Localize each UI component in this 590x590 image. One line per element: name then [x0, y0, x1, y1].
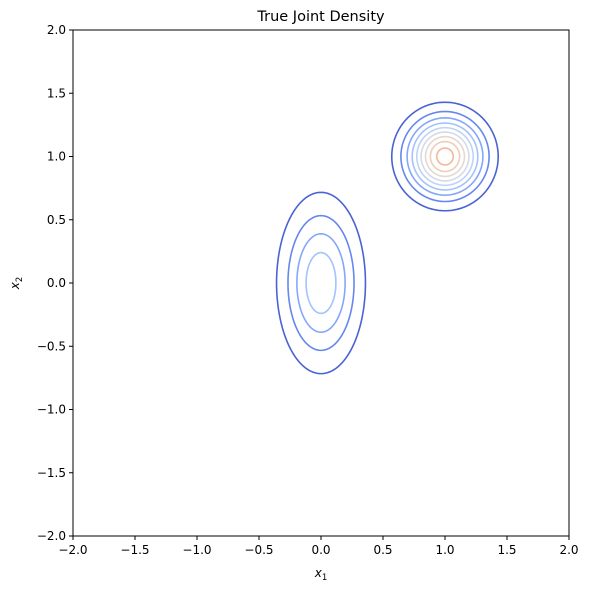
y-tick-label: 2.0 [47, 23, 66, 37]
x-tick-label: 0.0 [311, 543, 330, 557]
x-tick-label: 1.0 [435, 543, 454, 557]
y-axis-label-main: x [8, 281, 22, 290]
y-axis-ticks: −2.0 −1.5 −1.0 −0.5 0.0 0.5 1.0 1.5 2.0 [37, 23, 73, 543]
contour-level-line [435, 147, 455, 166]
contour-level-line [287, 110, 490, 352]
y-axis-label: x2 [8, 277, 25, 291]
x-axis-label-main: x [314, 566, 323, 580]
plot-frame [72, 29, 570, 537]
x-axis-ticks: −2.0 −1.5 −1.0 −0.5 0.0 0.5 1.0 1.5 2.0 [58, 536, 579, 557]
contour-level-line [275, 101, 499, 375]
x-tick-label: 1.5 [497, 543, 516, 557]
y-tick-label: 0.5 [47, 213, 66, 227]
x-axis-label-sub: 1 [322, 573, 327, 583]
chart-title: True Joint Density [256, 9, 385, 25]
y-tick-label: 0.0 [47, 276, 66, 290]
x-tick-label: −0.5 [244, 543, 273, 557]
contour-lines [275, 101, 499, 375]
x-tick-label: −2.0 [58, 543, 87, 557]
x-tick-label: −1.0 [182, 543, 211, 557]
x-tick-label: 0.5 [373, 543, 392, 557]
y-tick-label: 1.5 [47, 86, 66, 100]
y-tick-label: −0.5 [37, 339, 66, 353]
y-tick-label: −1.5 [37, 466, 66, 480]
y-tick-label: −1.0 [37, 403, 66, 417]
contour-level-line [424, 135, 466, 178]
x-tick-label: −1.5 [120, 543, 149, 557]
contour-level-line [296, 117, 484, 333]
contour-level-line [420, 131, 470, 182]
x-tick-label: 2.0 [559, 543, 578, 557]
y-tick-label: −2.0 [37, 529, 66, 543]
contour-level-line [429, 140, 461, 173]
contour-level-line [305, 122, 479, 315]
y-tick-label: 1.0 [47, 150, 66, 164]
x-axis-label: x1 [314, 566, 328, 583]
contour-level-line [415, 126, 475, 187]
y-axis-label-sub: 2 [15, 277, 25, 282]
